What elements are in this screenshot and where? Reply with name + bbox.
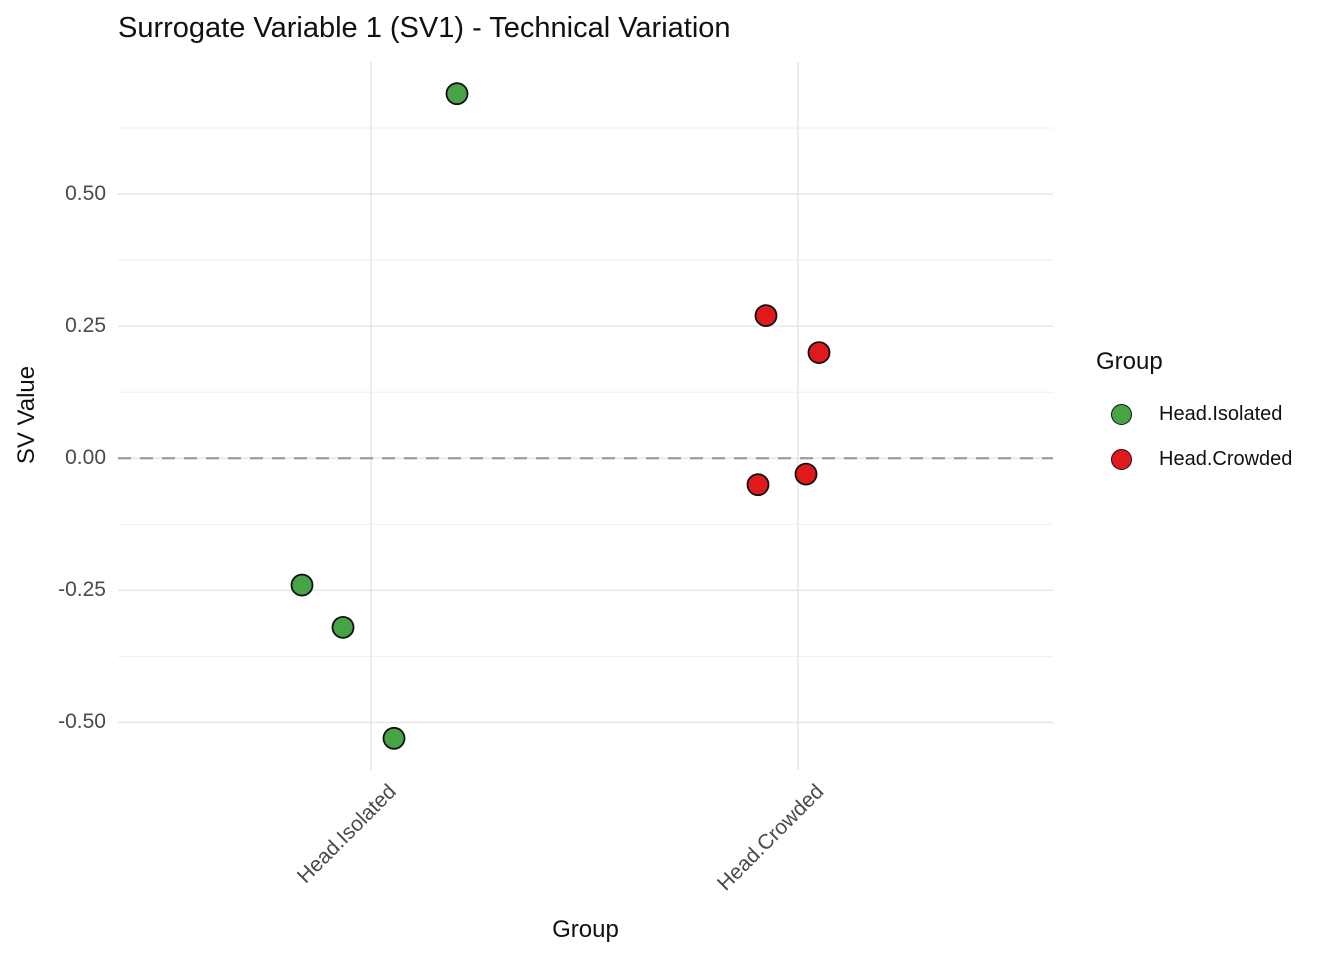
legend: Group Head.Isolated Head.Crowded bbox=[1096, 348, 1336, 482]
legend-label: Head.Crowded bbox=[1159, 448, 1293, 470]
y-tick-label: 0.25 bbox=[65, 314, 106, 338]
y-tick-label: 0.50 bbox=[65, 182, 106, 206]
legend-items: Head.Isolated Head.Crowded bbox=[1096, 392, 1336, 482]
data-point bbox=[331, 615, 355, 639]
x-tick-label: Head.Crowded bbox=[712, 780, 829, 896]
data-point bbox=[794, 462, 818, 486]
y-tick-label: -0.50 bbox=[58, 710, 106, 734]
y-tick-label: -0.25 bbox=[58, 578, 106, 602]
legend-title: Group bbox=[1096, 348, 1163, 375]
plot-title: Surrogate Variable 1 (SV1) - Technical V… bbox=[118, 12, 731, 44]
data-point bbox=[746, 473, 770, 497]
y-tick-label: 0.00 bbox=[65, 446, 106, 470]
data-point bbox=[754, 304, 778, 328]
legend-label: Head.Isolated bbox=[1159, 403, 1283, 425]
x-axis-title: Group bbox=[552, 916, 619, 943]
y-axis-title: SV Value bbox=[13, 365, 40, 465]
data-point bbox=[807, 341, 831, 364]
legend-point-icon bbox=[1111, 404, 1132, 425]
data-point bbox=[382, 726, 406, 750]
data-point bbox=[445, 82, 469, 106]
legend-item: Head.Crowded bbox=[1096, 437, 1336, 482]
x-tick-label: Head.Isolated bbox=[293, 780, 402, 888]
data-point bbox=[290, 573, 314, 597]
legend-item: Head.Isolated bbox=[1096, 392, 1336, 437]
legend-point-icon bbox=[1111, 449, 1132, 470]
plot-panel bbox=[118, 62, 1053, 770]
